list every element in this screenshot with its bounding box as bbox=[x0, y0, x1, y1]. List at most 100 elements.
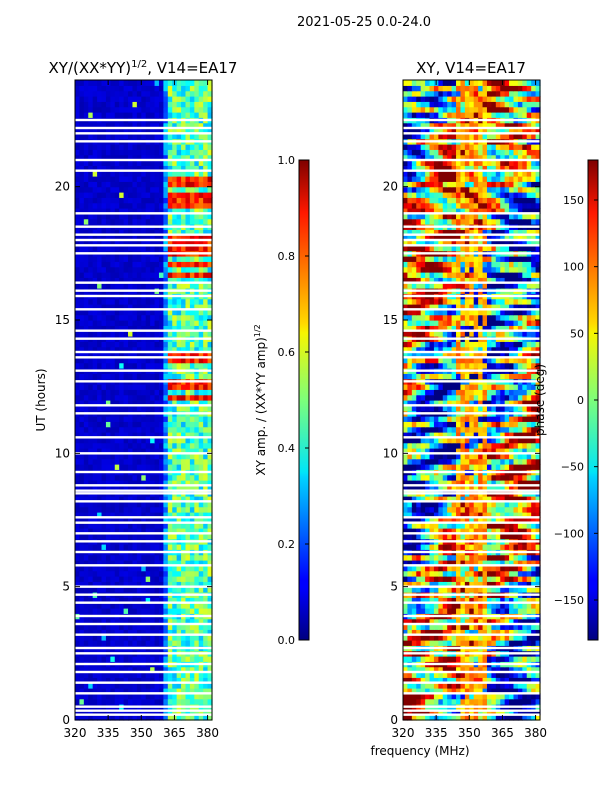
heat-cell-right bbox=[416, 565, 422, 572]
heat-cell-left bbox=[136, 154, 142, 161]
heat-cell-left bbox=[132, 602, 138, 609]
heat-cell-right bbox=[451, 533, 457, 540]
heat-cell-left bbox=[181, 213, 187, 220]
heat-cell-left bbox=[203, 80, 209, 86]
heat-cell-right bbox=[535, 634, 541, 641]
heat-cell-left bbox=[198, 298, 204, 305]
flagged-row-left bbox=[75, 356, 212, 359]
heat-cell-left bbox=[75, 442, 81, 449]
heat-cell-right bbox=[403, 682, 409, 689]
heat-cell-left bbox=[75, 506, 81, 513]
heat-cell-left bbox=[92, 464, 98, 470]
heat-cell-left bbox=[123, 208, 129, 214]
heat-cell-left bbox=[207, 576, 213, 582]
heat-cell-right bbox=[438, 581, 444, 588]
heat-cell-right bbox=[447, 677, 453, 684]
heat-cell-left bbox=[83, 314, 89, 321]
heat-cell-left bbox=[136, 90, 142, 97]
heat-cell-left bbox=[136, 501, 142, 508]
heat-cell-left bbox=[123, 544, 129, 550]
heat-cell-right bbox=[469, 629, 475, 636]
heat-cell-left bbox=[181, 634, 187, 641]
heat-cell-left bbox=[110, 464, 116, 470]
heat-cell-left bbox=[123, 122, 129, 129]
heat-cell-left bbox=[207, 709, 213, 716]
heat-cell-left bbox=[181, 714, 187, 721]
heat-cell-left bbox=[150, 112, 156, 118]
heat-cell-left bbox=[79, 458, 85, 465]
heat-cell-left bbox=[123, 341, 129, 348]
heat-cell-left bbox=[97, 522, 103, 529]
heat-cell-left bbox=[154, 528, 160, 534]
heat-cell-right bbox=[517, 565, 523, 572]
heat-cell-left bbox=[189, 341, 195, 348]
heat-cell-right bbox=[464, 624, 470, 630]
heat-cell-left bbox=[92, 309, 98, 316]
heat-cell-left bbox=[189, 85, 195, 92]
heat-cell-left bbox=[114, 597, 120, 604]
heat-cell-right bbox=[522, 688, 528, 694]
heat-cell-right bbox=[486, 544, 492, 550]
heat-cell-left bbox=[172, 554, 178, 561]
heat-cell-left bbox=[172, 384, 178, 390]
heat-cell-left bbox=[189, 640, 195, 646]
heat-cell-left bbox=[145, 421, 151, 428]
heat-cell-left bbox=[154, 426, 160, 433]
heat-cell-left bbox=[203, 106, 209, 113]
flagged-row-left bbox=[75, 126, 212, 130]
heat-cell-right bbox=[473, 560, 479, 566]
heat-cell-left bbox=[194, 442, 200, 449]
heat-cell-left bbox=[105, 394, 111, 401]
flagged-row-left bbox=[75, 380, 212, 383]
heat-cell-left bbox=[198, 149, 204, 156]
heat-cell-left bbox=[136, 405, 142, 412]
heat-cell-right bbox=[460, 528, 466, 534]
heat-cell-right bbox=[416, 576, 422, 582]
heat-cell-left bbox=[150, 426, 156, 433]
heat-cell-left bbox=[185, 624, 191, 630]
heat-cell-left bbox=[114, 570, 120, 577]
heat-cell-left bbox=[154, 400, 160, 406]
heat-cell-left bbox=[75, 437, 81, 444]
heat-cell-left bbox=[207, 208, 213, 214]
heat-cell-left bbox=[172, 208, 178, 214]
heat-cell-right bbox=[513, 602, 519, 609]
heat-cell-left bbox=[114, 586, 120, 593]
heat-cell-left bbox=[136, 453, 142, 460]
heat-cell-right bbox=[478, 714, 484, 721]
heat-cell-left bbox=[141, 405, 147, 412]
heat-cell-left bbox=[110, 586, 116, 593]
heat-cell-left bbox=[176, 229, 182, 236]
heat-cell-left bbox=[181, 528, 187, 534]
heat-cell-right bbox=[425, 618, 431, 625]
heat-cell-right bbox=[478, 688, 484, 694]
heat-cell-left bbox=[88, 421, 94, 428]
heat-cell-right bbox=[469, 672, 475, 678]
heat-cell-left bbox=[163, 186, 169, 193]
heat-cell-left bbox=[141, 474, 147, 481]
heat-cell-left bbox=[79, 218, 85, 225]
heat-cell-left bbox=[105, 85, 111, 92]
heat-cell-right bbox=[411, 709, 417, 716]
heat-cell-left bbox=[181, 101, 187, 108]
heat-cell-left bbox=[181, 112, 187, 118]
heat-cell-left bbox=[114, 512, 120, 518]
heat-cell-left bbox=[176, 106, 182, 113]
heat-cell-left bbox=[97, 362, 103, 369]
heat-cell-right bbox=[535, 709, 541, 716]
heat-cell-left bbox=[75, 677, 81, 684]
heat-cell-left bbox=[75, 186, 81, 193]
heat-cell-left bbox=[105, 656, 111, 662]
heat-cell-left bbox=[150, 229, 156, 236]
heat-cell-left bbox=[189, 480, 195, 486]
heat-cell-left bbox=[101, 458, 107, 465]
heat-cell-left bbox=[185, 309, 191, 316]
heat-cell-right bbox=[473, 581, 479, 588]
heat-cell-left bbox=[194, 208, 200, 214]
heat-cell-left bbox=[101, 101, 107, 108]
y-tick-label: 0 bbox=[62, 713, 70, 727]
heat-cell-left bbox=[119, 128, 125, 134]
heat-cell-right bbox=[425, 629, 431, 636]
heat-cell-right bbox=[456, 517, 462, 524]
heat-cell-left bbox=[185, 693, 191, 700]
